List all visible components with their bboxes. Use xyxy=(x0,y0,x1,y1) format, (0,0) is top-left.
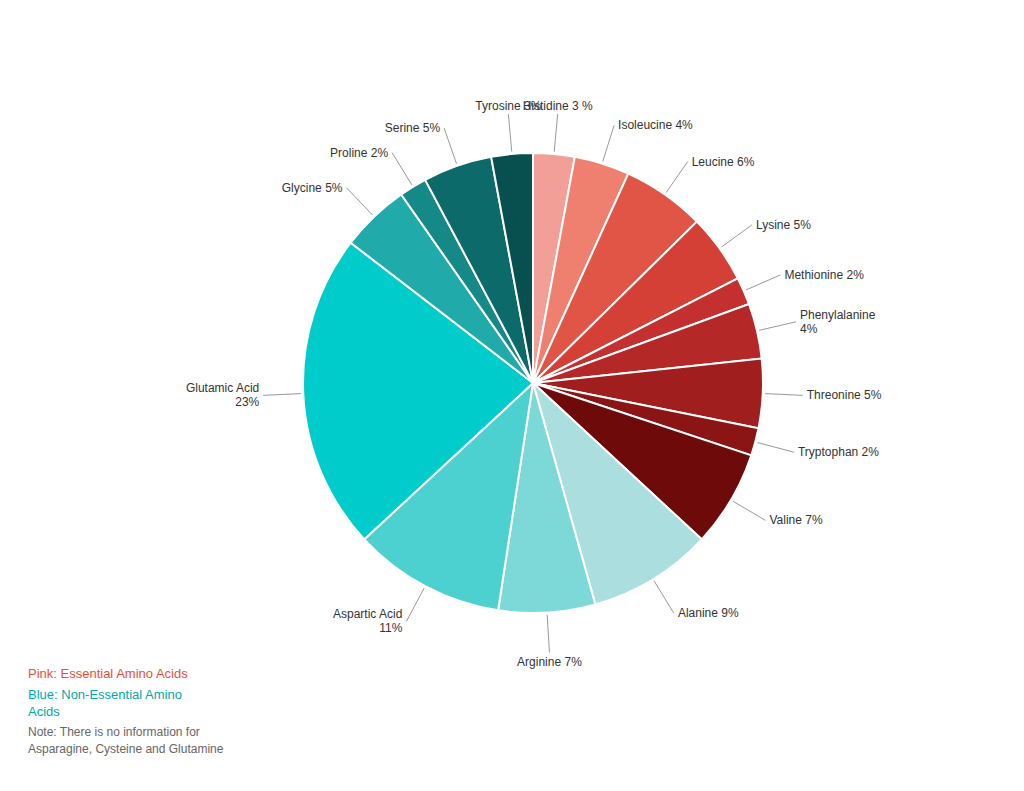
svg-text:Phenylalanine4%: Phenylalanine4% xyxy=(800,308,876,336)
svg-text:Arginine 7%: Arginine 7% xyxy=(517,655,582,669)
svg-text:Tryptophan 2%: Tryptophan 2% xyxy=(798,445,879,459)
svg-text:Proline 2%: Proline 2% xyxy=(330,146,388,160)
svg-text:Methionine 2%: Methionine 2% xyxy=(784,268,864,282)
svg-text:Threonine 5%: Threonine 5% xyxy=(807,388,882,402)
svg-text:Aspartic Acid11%: Aspartic Acid11% xyxy=(333,607,403,635)
svg-text:Serine 5%: Serine 5% xyxy=(385,121,441,135)
svg-text:Lysine 5%: Lysine 5% xyxy=(756,218,811,232)
svg-text:Leucine 6%: Leucine 6% xyxy=(692,155,755,169)
svg-text:Isoleucine 4%: Isoleucine 4% xyxy=(618,118,693,132)
svg-text:Glycine 5%: Glycine 5% xyxy=(282,181,343,195)
svg-text:Glutamic Acid23%: Glutamic Acid23% xyxy=(186,381,260,409)
html-text:Blue: Non-Essential Amino Acid: Blue: Non-Essential Amino Acids xyxy=(28,687,182,719)
html-text:Note: There is no information: Note: There is no information for Aspara… xyxy=(28,725,224,756)
html-text:Pink: Essential Amino Acids: Pink: Essential Amino Acids xyxy=(28,666,188,681)
svg-text:Alanine 9%: Alanine 9% xyxy=(678,606,739,620)
svg-text:Histidine 3 %: Histidine 3 % xyxy=(522,99,593,114)
svg-text:Tyrosine 3%: Tyrosine 3% xyxy=(475,99,541,113)
svg-text:Valine 7%: Valine 7% xyxy=(769,513,822,527)
